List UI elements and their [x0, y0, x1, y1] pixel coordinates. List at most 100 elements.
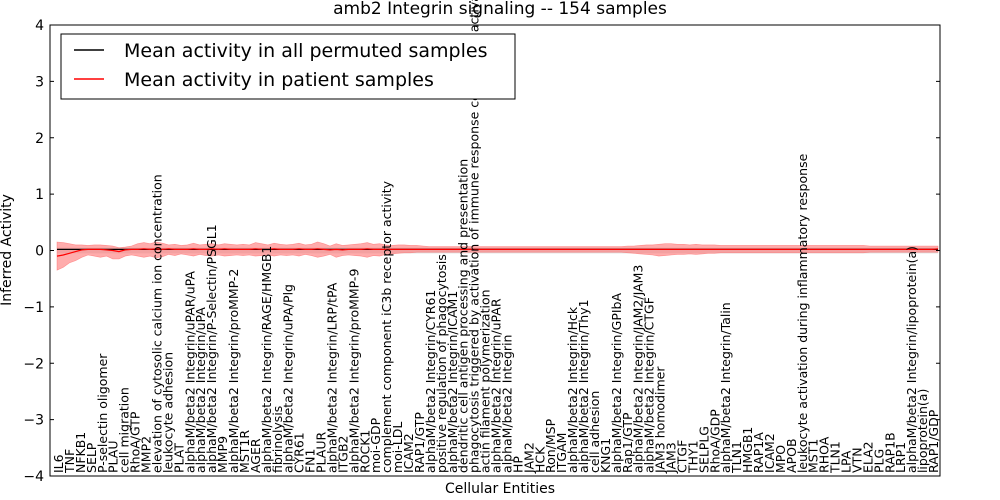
entity-label: RHOA [817, 436, 832, 473]
entity-label: lipoprotein(a) [915, 389, 930, 473]
entity-label: HP [510, 456, 525, 473]
entity-label: ITGB2 [335, 435, 350, 473]
entity-label: moi-GDP [368, 417, 383, 473]
y-tick-label: −3 [23, 413, 44, 429]
entity-label: alphaM/beta2 Integrin/proMMP-9 [346, 269, 361, 473]
entity-label: P-selectin oligomer [95, 353, 110, 473]
entity-label: CTGF [674, 440, 689, 473]
entity-label: alphaM/beta2 Integrin/uPA [193, 307, 208, 473]
y-axis-label: Inferred Activity [0, 194, 15, 306]
entity-label: Rap1/GTP [620, 412, 635, 473]
entity-label: THY1 [685, 440, 700, 474]
patient-mean-line [56, 248, 939, 257]
entity-label: RhoA/GTP [128, 411, 143, 473]
entity-label: alphaM/beta2 Integrin/LRP/tPA [324, 282, 339, 473]
entity-label: alphaM/beta2 Integrin/lipoprotein(a) [904, 246, 919, 473]
entity-label: MPO [773, 445, 788, 473]
entity-label: actin filament polymerization [478, 289, 493, 473]
entity-label: alphaM/beta2 Integrin/Hck [565, 306, 580, 473]
y-tick-label: −2 [23, 356, 44, 372]
entity-label: fibrinolysis [270, 406, 285, 473]
entity-label: alphaM/beta2 Integrin/CTGF [642, 297, 657, 473]
entity-label: alphaM/beta2 Integrin/ICAM1 [445, 291, 460, 473]
y-tick-label: 4 [35, 18, 44, 34]
plot-area [56, 241, 939, 271]
entity-label: TLN1 [828, 441, 843, 474]
entity-label: alphaM/beta2 Integrin/uPAR/uPA [182, 271, 197, 473]
entity-label: alphaM/beta2 Integrin/proMMP-2 [226, 269, 241, 473]
entity-label: TLN1 [729, 441, 744, 474]
legend: Mean activity in all permuted samples Me… [60, 33, 516, 100]
entity-label: alphaM/beta2 Integrin/Thy1 [576, 299, 591, 473]
entity-label: AGER [248, 438, 263, 473]
entity-label: cell migration [117, 387, 132, 473]
entity-label: alphaM/beta2 Integrin/uPA/Plg [281, 284, 296, 473]
y-axis: −4 −3 −2 −1 0 1 2 3 4 [23, 18, 940, 485]
entity-label: ICAM2 [401, 433, 416, 473]
entity-label: SELPLG [696, 426, 711, 473]
entity-label: JAM3 [664, 442, 679, 474]
entity-label: leukocyte activation during inflammatory… [795, 153, 810, 473]
entity-label: PLG [871, 449, 886, 473]
entity-label: ELA2 [860, 441, 875, 473]
entity-label: alphaM/beta2 Integrin/GPIbA [609, 293, 624, 473]
entity-label: Ron/MSP [543, 418, 558, 473]
entity-label: APOB [784, 438, 799, 473]
entity-label: MST1 [806, 439, 821, 473]
y-tick-label: 1 [35, 187, 44, 203]
entity-label: RAP1A [751, 432, 766, 473]
entity-label: PLAT [171, 443, 186, 473]
entity-label: JAM2 [521, 442, 536, 474]
entity-label: moi-LDL [390, 422, 405, 473]
y-tick-label: 0 [35, 244, 44, 260]
entity-label: alphaM/beta2 Integrin/Talin [718, 302, 733, 473]
entity-label: alphaM/beta2 Integrin [499, 335, 514, 473]
entity-label: ROCK1 [357, 430, 372, 473]
entity-label: RhoA/GDP [707, 409, 722, 473]
entity-label: MST1R [237, 430, 252, 473]
entity-label: dendritic cell antigen processing and pr… [456, 159, 471, 473]
entity-label: CYR61 [292, 432, 307, 473]
x-axis-label: Cellular Entities [445, 481, 555, 497]
entity-label: TNF [62, 449, 77, 474]
entity-label: JAM3 homodimer [653, 366, 668, 474]
entity-label: IL6 [51, 454, 66, 473]
entity-label: HCK [532, 446, 547, 473]
entity-label: cell adhesion [587, 391, 602, 473]
entity-label: HMGB1 [740, 427, 755, 473]
y-tick-label: 2 [35, 131, 44, 147]
entity-label: alphaM/beta2 Integrin/CYR61 [423, 290, 438, 473]
entity-label: SELP [84, 442, 99, 473]
entity-label: alphaM/beta2 Integrin/RAGE/HMGB1 [259, 246, 274, 473]
entity-label: alphaM/beta2 Integrin/P-Selectin/PSGL1 [204, 224, 219, 473]
entity-label: elevation of cytosolic calcium ion conce… [149, 174, 164, 473]
entity-label: RAP1/GDP [926, 409, 941, 473]
entity-label: ICAM2 [762, 433, 777, 473]
y-tick-label: 3 [35, 74, 44, 90]
legend-label-patient: Mean activity in patient samples [124, 69, 434, 91]
y-tick-label: −4 [23, 469, 44, 485]
legend-label-permuted: Mean activity in all permuted samples [124, 40, 487, 62]
entity-label: FN1 [303, 449, 318, 474]
entity-label: KNG1 [598, 438, 613, 473]
entity-label: MMP2 [139, 436, 154, 473]
entity-label: LPA [839, 450, 854, 473]
entity-label: RAP1B [882, 432, 897, 473]
entity-label: VTN [849, 447, 864, 473]
entity-label: MMP9 [215, 436, 230, 473]
entity-label: NFKB1 [73, 432, 88, 473]
y-tick-label: −1 [23, 300, 44, 316]
entity-label: LRP1 [893, 442, 908, 473]
entity-label: complement component iC3b receptor activ… [379, 180, 394, 473]
entity-label: ITGAM [554, 433, 569, 473]
entity-label: alphaM/beta2 Integrin/uPAR [489, 298, 504, 473]
entity-label: leukocyte adhesion [160, 352, 175, 473]
entity-label: RAP1/GTP [412, 412, 427, 473]
entity-label: phagocytosis triggered by activation of … [467, 0, 482, 473]
chart-title: amb2 Integrin signaling -- 154 samples [333, 0, 667, 19]
entity-label: PLAUR [314, 432, 329, 473]
entity-label: PLAU [106, 441, 121, 474]
entity-label: alphaM/beta2 Integrin/JAM2/JAM3 [631, 265, 646, 473]
